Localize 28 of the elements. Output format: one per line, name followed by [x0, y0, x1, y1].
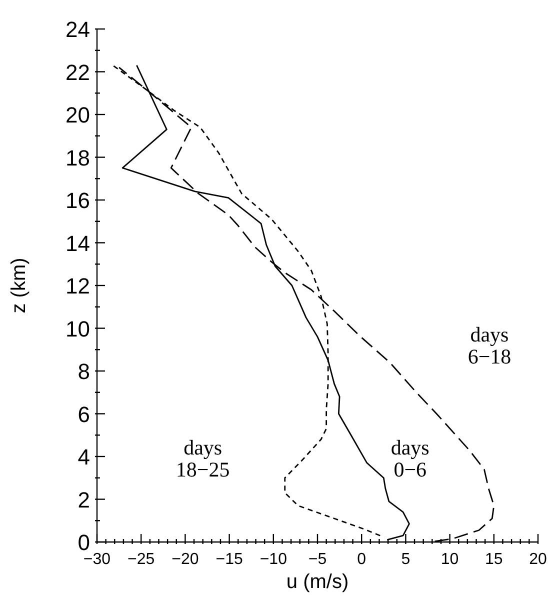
text: days 18−25 — [176, 436, 230, 482]
x-tick-label: −15 — [216, 551, 243, 568]
x-tick-label: 10 — [440, 551, 459, 568]
y-tick-label: 16 — [66, 188, 90, 213]
x-tick-label: −20 — [172, 551, 199, 568]
x-tick-label: 20 — [529, 551, 547, 568]
y-tick-label: 8 — [78, 359, 90, 384]
y-tick-label: 24 — [66, 17, 90, 42]
y-tick-label: 20 — [66, 102, 90, 128]
y-tick-label: 12 — [66, 274, 90, 298]
y-axis-title: z (km) — [8, 258, 30, 314]
x-tick-label: 0 — [357, 551, 366, 568]
y-tick-label: 6 — [78, 402, 90, 427]
text: days 6−18 — [468, 322, 512, 368]
y-tick-label: 2 — [78, 487, 90, 512]
y-tick-label: 10 — [66, 316, 90, 342]
x-tick-label: 5 — [401, 551, 410, 568]
x-tick-label: −5 — [308, 551, 327, 568]
series-label: days 0−6 — [390, 436, 430, 482]
y-tick-label: 22 — [66, 60, 90, 85]
x-tick-label: 15 — [485, 551, 503, 568]
y-tick-label: 14 — [66, 230, 90, 256]
y-tick-label: 18 — [66, 145, 90, 170]
x-tick-label: −30 — [83, 551, 111, 568]
x-tick-label: −10 — [260, 551, 288, 568]
x-axis-title: u (m/s) — [286, 571, 349, 593]
x-tick-label: −25 — [128, 551, 155, 568]
y-tick-label: 4 — [78, 444, 90, 470]
